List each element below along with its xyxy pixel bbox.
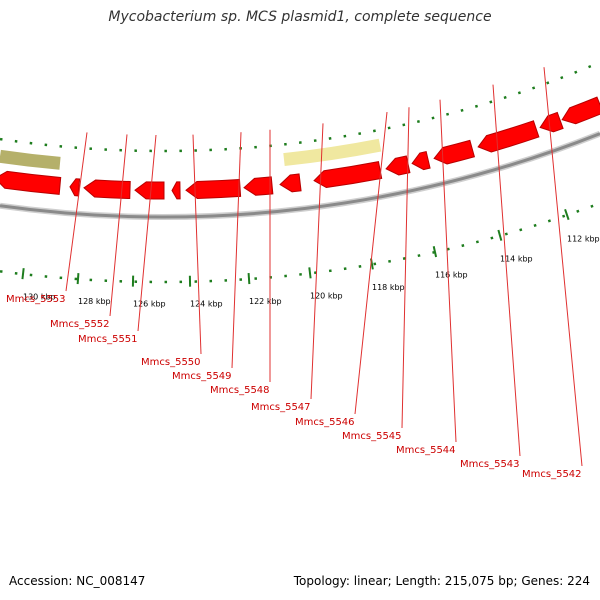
map-title: Mycobacterium sp. MCS plasmid1, complete… [108, 9, 492, 25]
gene-arrow [539, 111, 564, 133]
ruler-label: 116 kbp [435, 271, 468, 280]
gene-arrow [411, 150, 431, 171]
gene-label: Mmcs_5551 [78, 334, 138, 345]
gene-arrow [69, 178, 81, 197]
gene-label: Mmcs_5547 [251, 402, 311, 413]
gene-track [0, 96, 600, 200]
gene-leader-line [65, 132, 88, 292]
ruler-label: 124 kbp [190, 300, 223, 309]
gene-arrow [0, 170, 62, 195]
gene-arrow [561, 96, 600, 125]
gene-arrow [171, 181, 181, 200]
ruler-major-tick [308, 267, 312, 279]
gene-leader-line [543, 67, 583, 467]
gene-arrow [433, 139, 476, 165]
gene-label: Mmcs_5550 [141, 357, 201, 368]
gene-leader-line [109, 134, 128, 317]
gene-leader-line [310, 123, 324, 400]
ruler-major-tick [564, 209, 570, 221]
ruler-label: 118 kbp [372, 283, 405, 292]
feature-block-olive [0, 149, 61, 170]
gene-label: Mmcs_5542 [522, 469, 582, 480]
gene-leader-line [401, 107, 410, 429]
gene-arrow [134, 181, 165, 200]
ruler-major-tick [497, 229, 503, 241]
ruler-major-tick [247, 272, 251, 285]
gene-label: Mmcs_5545 [342, 431, 402, 442]
gene-leader-line [354, 112, 388, 415]
gene-arrow [279, 173, 302, 193]
ruler-label: 120 kbp [310, 292, 343, 301]
ruler-label: 130 kbp [23, 292, 56, 301]
gene-leader-line [492, 84, 521, 457]
gene-label: Mmcs_5553 [6, 294, 66, 305]
gene-arrow [477, 120, 540, 153]
accession-text: Accession: NC_008147 [9, 574, 146, 588]
gene-leader-line [439, 99, 457, 443]
gene-arrow [243, 176, 274, 196]
gene-label: Mmcs_5543 [460, 459, 520, 470]
ruler-label: 114 kbp [500, 255, 533, 264]
ruler-major-tick [76, 273, 80, 285]
backbone-line [0, 132, 600, 219]
gene-label: Mmcs_5546 [295, 417, 355, 428]
gene-arrow [385, 155, 411, 176]
topology-text: Topology: linear; Length: 215,075 bp; Ge… [293, 574, 590, 588]
gene-label: Mmcs_5544 [396, 445, 456, 456]
ruler-major-tick [432, 246, 438, 258]
ruler-ticks: 130 kbp 128 kbp 126 kbp 124 kbp 122 kbp 120 k… [21, 209, 600, 309]
gene-labels: Mmcs_5553 Mmcs_5552 Mmcs_5551 Mmcs_5550 Mmcs… [6, 67, 583, 480]
feature-block-light [283, 138, 382, 167]
gene-leader-line [137, 134, 157, 332]
ruler-label: 122 kbp [249, 297, 282, 306]
gene-label: Mmcs_5552 [50, 319, 110, 330]
gene-leader-line [231, 132, 242, 369]
gene-label: Mmcs_5549 [172, 371, 232, 382]
gene-arrow [313, 161, 383, 189]
gene-arrow [185, 178, 242, 199]
gene-label: Mmcs_5548 [210, 385, 270, 396]
ruler-label: 112 kbp [567, 234, 600, 243]
gene-arrow [83, 179, 131, 200]
ruler-label: 126 kbp [133, 300, 166, 309]
ruler-major-tick [21, 268, 25, 280]
ruler-label: 128 kbp [78, 297, 111, 306]
gene-leader-line [192, 134, 202, 355]
